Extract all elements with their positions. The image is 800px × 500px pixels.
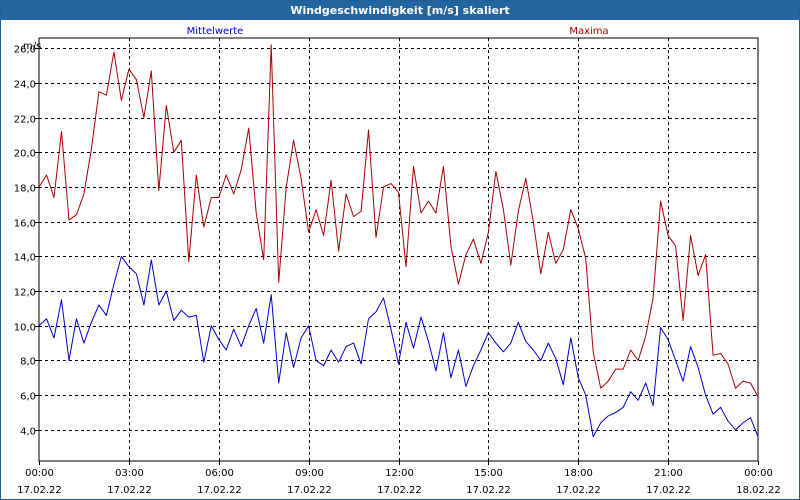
x-tick-date: 17.02.22 <box>17 485 62 496</box>
x-tick-date: 18.02.22 <box>736 485 781 496</box>
y-axis-ticks: 4,0 6,0 8,0 10,0 12,0 14,0 16,0 18,0 20,0 22,0 24,… <box>14 45 39 438</box>
grid-lines <box>39 38 758 461</box>
y-tick-label: 10,0 <box>14 323 36 334</box>
x-tick-time: 09:00 <box>295 468 324 479</box>
legend-maxima: Maxima <box>569 26 608 37</box>
x-tick-time: 00:00 <box>744 468 773 479</box>
x-tick-time: 12:00 <box>385 468 414 479</box>
y-tick-label: 14,0 <box>14 253 36 264</box>
data-series <box>38 44 759 438</box>
y-axis-label: m/s <box>23 41 41 52</box>
y-tick-label: 12,0 <box>14 288 36 299</box>
y-tick-label: 18,0 <box>14 184 36 195</box>
x-tick-time: 06:00 <box>205 468 234 479</box>
x-tick-time: 03:00 <box>115 468 144 479</box>
x-tick-time: 15:00 <box>474 468 503 479</box>
y-tick-label: 8,0 <box>20 357 36 368</box>
y-tick-label: 4,0 <box>20 427 36 438</box>
x-tick-date: 17.02.22 <box>646 485 691 496</box>
y-tick-label: 20,0 <box>14 149 36 160</box>
y-tick-label: 22,0 <box>14 115 36 126</box>
x-tick-time: 21:00 <box>654 468 683 479</box>
window-title: Windgeschwindigkeit [m/s] skaliert <box>1 1 799 20</box>
series-line-mittelwerte <box>38 255 759 438</box>
x-axis-ticks: 00:00 17.02.22 03:00 17.02.22 06:00 17.02.22 0… <box>17 461 781 496</box>
x-tick-date: 17.02.22 <box>377 485 422 496</box>
x-tick-date: 17.02.22 <box>107 485 152 496</box>
x-tick-date: 17.02.22 <box>287 485 332 496</box>
y-tick-label: 16,0 <box>14 219 36 230</box>
x-tick-time: 18:00 <box>564 468 593 479</box>
y-tick-label: 24,0 <box>14 80 36 91</box>
x-tick-time: 00:00 <box>25 468 54 479</box>
plot-area <box>38 37 759 462</box>
y-tick-label: 26,0 <box>14 45 36 56</box>
x-tick-date: 17.02.22 <box>197 485 242 496</box>
y-tick-label: 6,0 <box>20 392 36 403</box>
legend-mittelwerte: Mittelwerte <box>187 26 244 37</box>
x-tick-date: 17.02.22 <box>556 485 601 496</box>
series-line-maxima <box>38 44 759 398</box>
x-tick-date: 17.02.22 <box>466 485 511 496</box>
